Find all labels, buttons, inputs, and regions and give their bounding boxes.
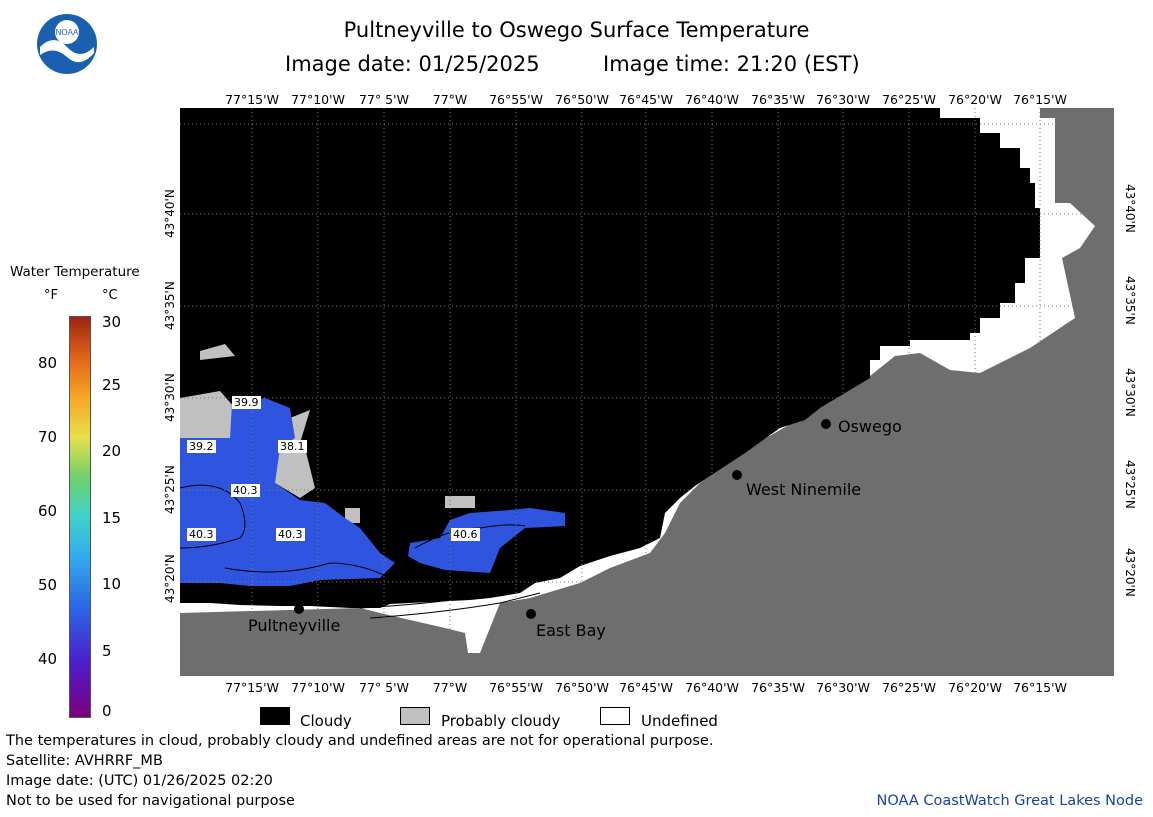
lon-tick-top: 76°45'W — [619, 92, 673, 107]
lat-tick-right: 43°35'N — [1123, 276, 1137, 325]
lon-tick-bottom: 77°15'W — [225, 680, 279, 695]
colorbar-c-tick: 15 — [102, 509, 122, 527]
colorbar-f-tick: 70 — [38, 428, 58, 446]
lon-tick-bottom: 77°W — [432, 680, 468, 695]
isotherm-value: 40.6 — [451, 528, 480, 541]
pultneyville-marker — [294, 604, 304, 614]
lat-tick-right: 43°20'N — [1123, 548, 1137, 597]
lat-tick-left: 43°20'N — [163, 554, 177, 603]
noaa-logo: NOAA — [36, 13, 98, 75]
water-temperature-area — [408, 508, 565, 573]
lon-tick-top: 76°30'W — [816, 92, 870, 107]
footer-disclaimer: The temperatures in cloud, probably clou… — [6, 733, 714, 749]
lon-tick-bottom: 76°50'W — [555, 680, 609, 695]
lon-tick-top: 77°15'W — [225, 92, 279, 107]
lon-tick-top: 76°40'W — [685, 92, 739, 107]
lat-tick-left: 43°35'N — [163, 281, 177, 330]
legend-label-probably-cloudy: Probably cloudy — [441, 712, 561, 730]
colorbar-c-tick: 30 — [102, 313, 122, 331]
graticule — [180, 108, 1114, 676]
legend-swatch-probably-cloudy — [400, 707, 430, 725]
water-temperature-area — [180, 398, 395, 586]
probably-cloudy-area — [275, 448, 315, 498]
lon-tick-top: 76°15'W — [1013, 92, 1067, 107]
east-bay-marker — [526, 609, 536, 619]
colorbar-unit-c: °C — [102, 288, 118, 303]
lon-tick-bottom: 77° 5'W — [359, 680, 409, 695]
lon-tick-top: 76°25'W — [882, 92, 936, 107]
lon-tick-top: 76°50'W — [555, 92, 609, 107]
isotherm-value: 40.3 — [231, 484, 260, 497]
lon-tick-top: 77°W — [432, 92, 468, 107]
probably-cloudy-area — [445, 496, 475, 508]
lon-tick-top: 77°10'W — [291, 92, 345, 107]
isotherm-value: 40.3 — [276, 528, 305, 541]
lon-tick-bottom: 76°25'W — [882, 680, 936, 695]
lon-tick-bottom: 76°30'W — [816, 680, 870, 695]
lon-tick-top: 76°35'W — [751, 92, 805, 107]
probably-cloudy-area — [345, 508, 360, 523]
colorbar-c-tick: 5 — [102, 642, 112, 660]
lon-tick-bottom: 76°55'W — [489, 680, 543, 695]
isotherm-line — [369, 592, 541, 619]
isotherm-value: 39.9 — [232, 396, 261, 409]
lat-tick-right: 43°25'N — [1123, 460, 1137, 509]
place-label-east-bay: East Bay — [536, 621, 606, 640]
temperature-map: Oswego West Ninemile East Bay Pultneyvil… — [179, 108, 1114, 676]
colorbar-unit-f: °F — [44, 288, 58, 303]
cloud-area — [180, 108, 1040, 608]
footer-satellite: Satellite: AVHRRF_MB — [6, 753, 163, 769]
lon-tick-bottom: 76°35'W — [751, 680, 805, 695]
image-date: Image date: 01/25/2025 — [285, 52, 540, 76]
isotherm-value: 40.3 — [187, 528, 216, 541]
place-label-west-ninemile: West Ninemile — [746, 480, 862, 499]
colorbar-title: Water Temperature — [10, 264, 140, 280]
footer-navigation-warning: Not to be used for navigational purpose — [6, 793, 295, 809]
legend-label-undefined: Undefined — [641, 712, 718, 730]
image-time: Image time: 21:20 (EST) — [603, 52, 860, 76]
lat-tick-right: 43°40'N — [1123, 184, 1137, 233]
lon-tick-top: 76°55'W — [489, 92, 543, 107]
colorbar-f-tick: 40 — [38, 650, 58, 668]
lat-tick-right: 43°30'N — [1123, 368, 1137, 417]
colorbar — [69, 316, 91, 718]
colorbar-c-tick: 10 — [102, 575, 122, 593]
oswego-marker — [821, 419, 831, 429]
place-label-oswego: Oswego — [838, 417, 902, 436]
lon-tick-bottom: 76°45'W — [619, 680, 673, 695]
lon-tick-bottom: 76°40'W — [685, 680, 739, 695]
lat-tick-left: 43°40'N — [163, 189, 177, 238]
footer-credit: NOAA CoastWatch Great Lakes Node — [876, 793, 1143, 809]
footer-utc-date: Image date: (UTC) 01/26/2025 02:20 — [6, 773, 273, 789]
isotherm-line — [179, 484, 246, 549]
legend-label-cloudy: Cloudy — [300, 712, 352, 730]
noaa-logo-text: NOAA — [56, 28, 79, 37]
colorbar-f-tick: 80 — [38, 354, 58, 372]
isotherm-line — [224, 562, 391, 579]
isotherm-line — [414, 524, 526, 549]
lon-tick-top: 76°20'W — [948, 92, 1002, 107]
legend-swatch-cloudy — [260, 707, 290, 725]
lat-tick-left: 43°25'N — [163, 465, 177, 514]
colorbar-c-tick: 20 — [102, 442, 122, 460]
lon-tick-bottom: 77°10'W — [291, 680, 345, 695]
lon-tick-bottom: 76°15'W — [1013, 680, 1067, 695]
probably-cloudy-area — [200, 344, 235, 360]
colorbar-f-tick: 60 — [38, 502, 58, 520]
isotherm-value: 39.2 — [187, 440, 216, 453]
isotherm-value: 38.1 — [278, 440, 307, 453]
colorbar-f-tick: 50 — [38, 576, 58, 594]
lon-tick-bottom: 76°20'W — [948, 680, 1002, 695]
colorbar-c-tick: 25 — [102, 376, 122, 394]
place-label-pultneyville: Pultneyville — [248, 616, 341, 635]
legend-swatch-undefined — [600, 707, 630, 725]
lon-tick-top: 77° 5'W — [359, 92, 409, 107]
lat-tick-left: 43°30'N — [163, 373, 177, 422]
isotherm-line — [359, 585, 531, 609]
page-title: Pultneyville to Oswego Surface Temperatu… — [343, 18, 810, 42]
west-ninemile-marker — [732, 470, 742, 480]
colorbar-c-tick: 0 — [102, 702, 112, 720]
